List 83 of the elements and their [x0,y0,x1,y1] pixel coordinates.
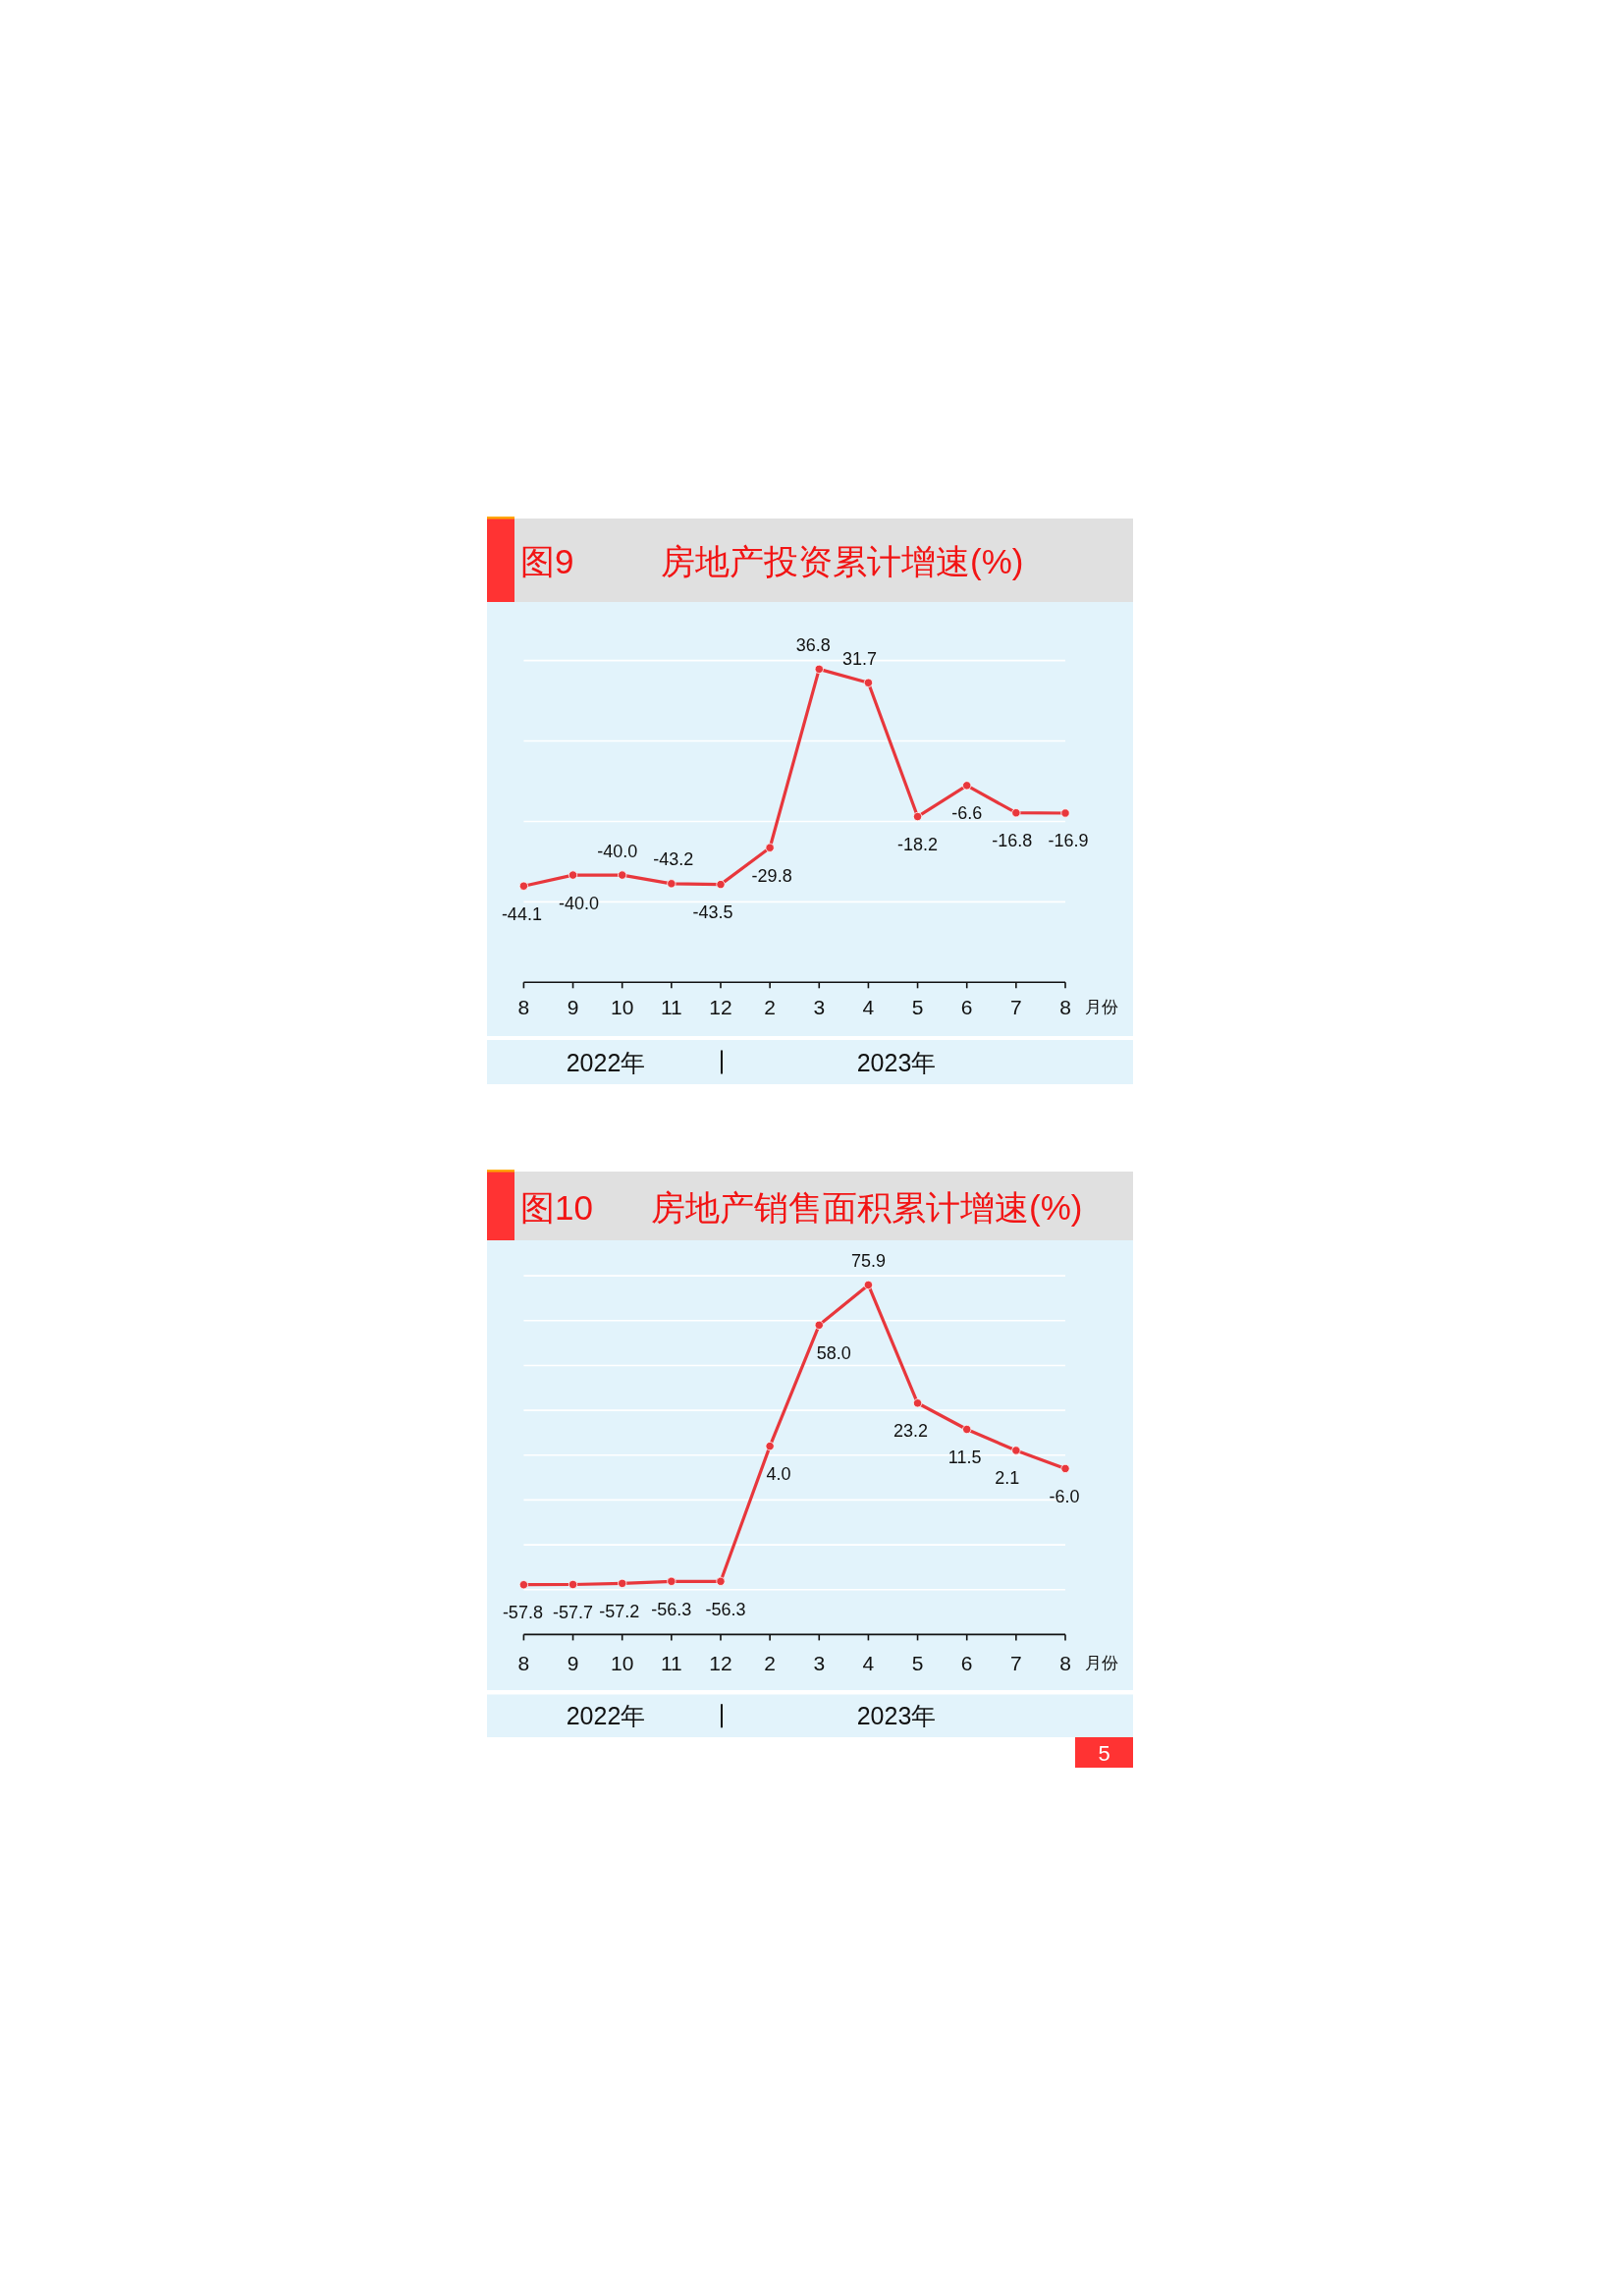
data-label: -40.0 [597,841,638,861]
data-label: -29.8 [751,865,792,886]
point [962,781,972,791]
point [716,880,726,890]
point [618,1578,627,1588]
x-tick-label: 8 [1059,995,1071,1018]
point [863,678,874,687]
data-label: -57.8 [502,1603,543,1623]
point [518,1580,528,1590]
x-tick-label: 6 [960,1651,973,1674]
point [568,1579,578,1590]
data-label: -57.2 [599,1601,640,1621]
data-label: -6.6 [951,803,983,824]
x-tick-label: 4 [862,1651,875,1674]
x-tick-label: 12 [709,995,732,1018]
x-tick-label: 9 [567,995,579,1018]
point [568,870,578,880]
x-tick-label: 3 [813,995,826,1018]
point [765,843,775,852]
point [1060,1463,1070,1474]
x-tick-label: 8 [517,995,530,1018]
x-tick-label: 5 [911,1651,924,1674]
x-tick-label: 2 [764,995,776,1018]
point [667,1576,676,1586]
point [765,1442,775,1451]
data-label: -16.9 [1048,831,1089,851]
x-tick-label: 6 [960,995,973,1018]
x-tick-label: 7 [1010,1651,1022,1674]
x-tick-label: 11 [660,995,682,1018]
x-tick-label: 8 [517,1651,530,1674]
caption: 图9 [520,542,574,580]
point [814,664,824,674]
data-label: 75.9 [850,1250,886,1271]
data-label: 58.0 [816,1342,851,1363]
text: 2023年 [856,1048,937,1076]
data-label: 4.0 [766,1464,791,1485]
data-label: -6.0 [1049,1486,1080,1506]
data-label: -44.1 [501,903,542,924]
data-label: -56.3 [651,1599,692,1619]
point [667,879,676,889]
x-tick-label: 3 [813,1651,826,1674]
x-tick-label: 9 [567,1651,579,1674]
point [814,1320,824,1330]
text: 2022年 [566,1048,646,1076]
data-label: -18.2 [897,835,939,855]
x-tick-label: 10 [611,995,634,1018]
chart-title: 房地产销售面积累计增速(%) [651,1187,1083,1227]
point [1011,808,1021,818]
x-tick-label: 5 [911,995,924,1018]
x-tick-label: 7 [1010,995,1022,1018]
x-tick-label: 2 [764,1651,776,1674]
x-axis-title: 月份 [1085,997,1118,1016]
text: 2023年 [856,1702,937,1730]
data-label: -56.3 [705,1599,746,1619]
x-axis-title: 月份 [1085,1653,1118,1672]
data-label: 31.7 [841,648,877,669]
point [618,870,627,880]
point [863,1280,874,1290]
data-label: -57.7 [553,1602,594,1622]
text: 2022年 [566,1702,646,1730]
x-tick-label: 10 [611,1651,634,1674]
data-label: 36.8 [795,634,831,655]
x-tick-label: 4 [862,995,875,1018]
data-label: -16.8 [992,831,1033,851]
point [1011,1446,1021,1455]
x-tick-label: 8 [1059,1651,1071,1674]
data-label: 23.2 [893,1421,929,1442]
chart-title: 房地产投资累计增速(%) [661,542,1024,580]
point [518,881,528,891]
x-tick-label: 12 [709,1651,732,1674]
point [962,1424,972,1435]
data-label: -40.0 [559,893,600,913]
data-label: -43.2 [653,849,694,870]
point [912,811,923,822]
caption: 图10 [520,1187,593,1227]
point [716,1576,726,1586]
data-label: 2.1 [995,1468,1020,1489]
x-tick-label: 11 [660,1651,682,1674]
point [912,1398,923,1408]
data-label: 11.5 [947,1447,982,1467]
text: 5 [1098,1740,1110,1766]
data-label: -43.5 [692,902,733,923]
point [1060,808,1070,818]
